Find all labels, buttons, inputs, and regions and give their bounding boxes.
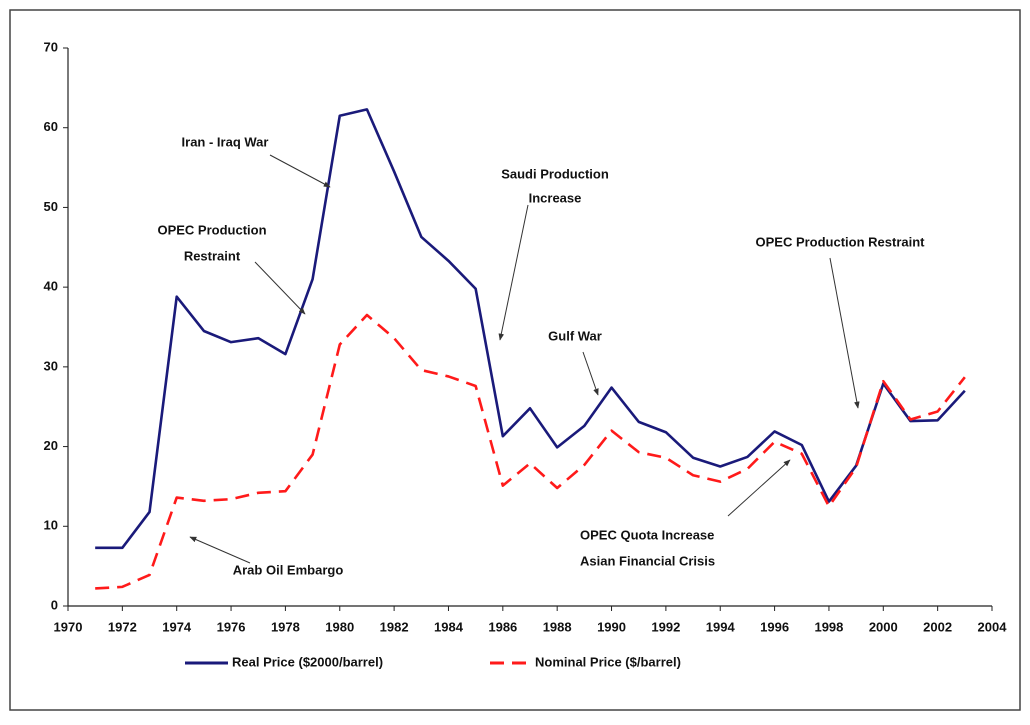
x-tick-label: 1978 bbox=[271, 619, 300, 634]
frame bbox=[9, 9, 1021, 711]
annotation: OPEC Production bbox=[157, 222, 266, 237]
x-tick-label: 1976 bbox=[217, 619, 246, 634]
x-tick-label: 1982 bbox=[380, 619, 409, 634]
annotation: Iran - Iraq War bbox=[182, 134, 269, 149]
y-tick-label: 60 bbox=[44, 119, 58, 134]
annotation: Arab Oil Embargo bbox=[233, 562, 344, 577]
y-tick-label: 20 bbox=[44, 438, 58, 453]
annotation-arrow bbox=[254, 261, 306, 315]
x-tick-label: 2000 bbox=[869, 619, 898, 634]
annotation-arrow bbox=[498, 204, 529, 341]
legend-label: Real Price ($2000/barrel) bbox=[232, 654, 383, 669]
x-tick-label: 1970 bbox=[54, 619, 83, 634]
y-tick-label: 40 bbox=[44, 279, 58, 294]
x-tick-label: 1990 bbox=[597, 619, 626, 634]
annotation-arrow bbox=[582, 351, 599, 396]
annotation: OPEC Production Restraint bbox=[755, 234, 925, 249]
annotation-arrow bbox=[189, 536, 251, 564]
annotation: Gulf War bbox=[548, 328, 602, 343]
x-tick-label: 1974 bbox=[162, 619, 192, 634]
x-tick-label: 1984 bbox=[434, 619, 464, 634]
annotation: Asian Financial Crisis bbox=[580, 553, 715, 568]
x-tick-label: 1992 bbox=[651, 619, 680, 634]
x-tick-label: 2002 bbox=[923, 619, 952, 634]
x-tick-label: 2004 bbox=[978, 619, 1008, 634]
x-tick-label: 1980 bbox=[325, 619, 354, 634]
x-tick-label: 1986 bbox=[488, 619, 517, 634]
x-tick-label: 1988 bbox=[543, 619, 572, 634]
y-tick-label: 0 bbox=[51, 597, 58, 612]
annotation: Restraint bbox=[184, 248, 241, 263]
annotation: Increase bbox=[529, 190, 582, 205]
legend-label: Nominal Price ($/barrel) bbox=[535, 654, 681, 669]
x-tick-label: 1972 bbox=[108, 619, 137, 634]
y-tick-label: 70 bbox=[44, 39, 58, 54]
annotation-arrow bbox=[269, 154, 331, 188]
y-tick-label: 30 bbox=[44, 358, 58, 373]
series-line bbox=[95, 108, 966, 550]
series-line bbox=[95, 313, 966, 590]
x-tick-label: 1998 bbox=[814, 619, 843, 634]
y-tick-label: 50 bbox=[44, 199, 58, 214]
x-tick-label: 1996 bbox=[760, 619, 789, 634]
annotation: OPEC Quota Increase bbox=[580, 527, 714, 542]
annotation: Saudi Production bbox=[501, 166, 609, 181]
annotation-arrow bbox=[727, 459, 791, 517]
annotation-arrow bbox=[829, 257, 860, 409]
y-tick-label: 10 bbox=[44, 518, 58, 533]
x-tick-label: 1994 bbox=[706, 619, 736, 634]
